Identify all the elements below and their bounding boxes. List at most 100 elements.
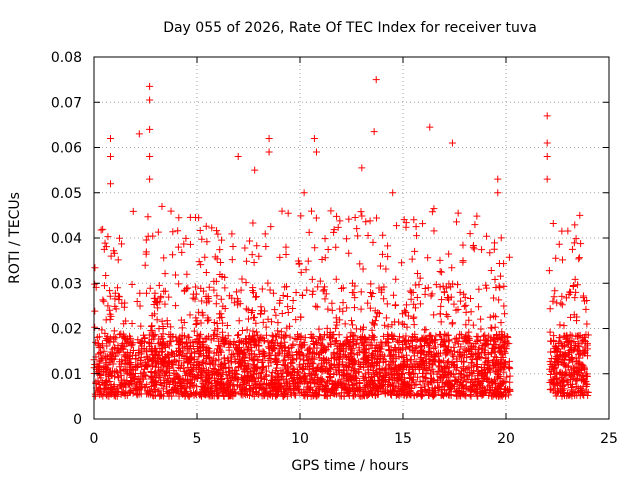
data-point [230, 385, 238, 393]
data-point [146, 340, 154, 348]
data-point [575, 388, 583, 396]
data-point [471, 346, 479, 354]
data-point [300, 391, 308, 399]
data-point [475, 285, 483, 293]
data-point [568, 245, 576, 253]
data-point [406, 287, 414, 295]
data-point [366, 217, 374, 225]
data-point [361, 370, 369, 378]
data-point [243, 390, 251, 398]
data-point [169, 251, 177, 259]
data-point [205, 332, 213, 340]
data-point [242, 305, 250, 313]
data-point [213, 227, 221, 235]
data-point [305, 228, 313, 236]
data-point [161, 300, 169, 308]
data-point [184, 357, 192, 365]
data-point [183, 379, 191, 387]
data-point [583, 339, 591, 347]
data-point [173, 370, 181, 378]
data-point [237, 286, 245, 294]
data-point [445, 337, 453, 345]
data-point [460, 389, 468, 397]
data-point [332, 314, 340, 322]
data-point [501, 310, 509, 318]
data-point [91, 280, 99, 288]
data-point [379, 250, 387, 258]
data-point [238, 275, 246, 283]
data-point [447, 347, 455, 355]
data-point [243, 364, 251, 372]
data-point [333, 337, 341, 345]
data-point [378, 365, 386, 373]
data-point [193, 343, 201, 351]
data-point [491, 275, 499, 283]
data-point [349, 372, 357, 380]
data-point [559, 389, 567, 397]
data-point [581, 349, 589, 357]
data-point [141, 334, 149, 342]
data-point [583, 320, 591, 328]
data-point [475, 344, 483, 352]
data-point [543, 139, 551, 147]
data-point [443, 349, 451, 357]
data-point [572, 342, 580, 350]
data-point [466, 230, 474, 238]
data-point [482, 358, 490, 366]
data-point [457, 297, 465, 305]
data-point [555, 240, 563, 248]
data-point [194, 347, 202, 355]
data-point [347, 366, 355, 374]
data-point [271, 306, 279, 314]
data-point [170, 366, 178, 374]
data-point [501, 348, 509, 356]
data-point [245, 343, 253, 351]
data-point [298, 378, 306, 386]
data-point [100, 282, 108, 290]
data-point [160, 254, 168, 262]
data-point [413, 294, 421, 302]
data-point [228, 230, 236, 238]
data-point [571, 370, 579, 378]
data-point [410, 348, 418, 356]
data-point [121, 299, 129, 307]
data-point [302, 266, 310, 274]
data-point [166, 377, 174, 385]
data-point [448, 139, 456, 147]
data-point [122, 317, 130, 325]
data-point [291, 382, 299, 390]
data-point [485, 392, 493, 400]
data-point [424, 367, 432, 375]
data-point [575, 255, 583, 263]
data-point [282, 332, 290, 340]
data-point [490, 376, 498, 384]
data-point [265, 134, 273, 142]
data-point [450, 353, 458, 361]
data-point [189, 371, 197, 379]
data-point [267, 223, 275, 231]
data-point [204, 293, 212, 301]
data-point [158, 367, 166, 375]
data-point [428, 391, 436, 399]
data-point [431, 352, 439, 360]
data-point [99, 354, 107, 362]
data-point [352, 340, 360, 348]
data-point [273, 357, 281, 365]
data-point [456, 288, 464, 296]
data-point [348, 321, 356, 329]
data-point [419, 220, 427, 228]
data-point [169, 378, 177, 386]
data-point [299, 352, 307, 360]
data-point [231, 367, 239, 375]
data-point [153, 360, 161, 368]
data-point [436, 283, 444, 291]
data-point [156, 392, 164, 400]
data-point [440, 371, 448, 379]
data-point [177, 316, 185, 324]
data-point [355, 365, 363, 373]
data-point [315, 351, 323, 359]
data-point [245, 351, 253, 359]
data-point [438, 335, 446, 343]
data-point [278, 373, 286, 381]
data-point [238, 358, 246, 366]
